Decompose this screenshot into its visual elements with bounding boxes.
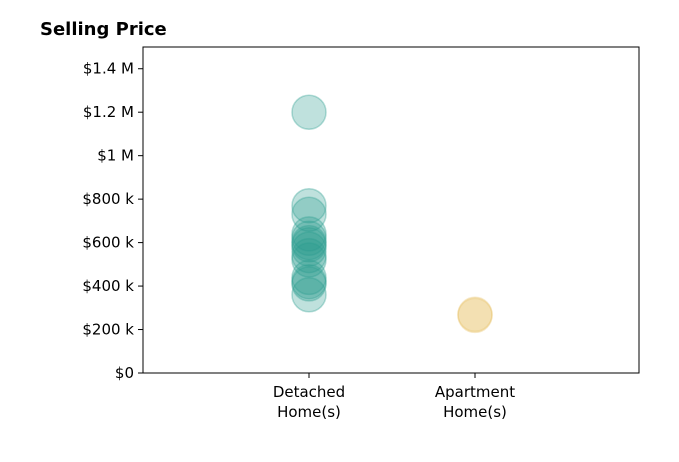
x-tick-label-line: Home(s) <box>443 403 507 421</box>
x-tick-label: Apartment Home(s) <box>435 383 515 421</box>
y-tick-label: $1 M <box>97 147 134 165</box>
x-tick-label-line: Apartment <box>435 383 515 401</box>
data-point-0-3 <box>291 216 327 252</box>
data-point-0-5 <box>291 224 327 261</box>
y-tick-label: $1.4 M <box>83 60 134 78</box>
points-layer <box>291 94 493 334</box>
data-point-0-13 <box>291 277 327 313</box>
y-tick-label: $600 k <box>82 234 134 252</box>
data-point-0-12 <box>291 266 327 302</box>
y-tick-label: $200 k <box>82 321 134 339</box>
data-point-0-8 <box>291 237 327 274</box>
x-tick-label-line: Detached <box>273 383 345 401</box>
data-point-0-7 <box>291 231 327 267</box>
data-point-0-2 <box>291 196 327 233</box>
y-tick-label: $800 k <box>82 190 134 208</box>
data-point-0-0 <box>291 94 327 130</box>
data-point-1-0 <box>457 296 493 333</box>
data-point-1-1 <box>457 297 493 334</box>
y-tick-label: $400 k <box>82 277 134 295</box>
chart-title: Selling Price <box>40 19 167 40</box>
y-tick-label: $1.2 M <box>83 103 134 121</box>
data-point-0-11 <box>291 263 327 300</box>
y-tick-label: $0 <box>115 364 134 382</box>
data-point-0-6 <box>291 227 327 263</box>
data-point-0-10 <box>291 259 327 296</box>
data-point-0-4 <box>291 220 327 257</box>
plot-frame <box>142 46 640 374</box>
data-point-0-1 <box>291 187 327 224</box>
x-tick-label-line: Home(s) <box>277 403 341 421</box>
data-point-0-9 <box>291 242 327 278</box>
x-tick-label: Detached Home(s) <box>273 383 345 421</box>
axes-layer: $0 $200 k $400 k $600 k $800 k $1 M $1.2 M $1.4… <box>82 46 640 421</box>
